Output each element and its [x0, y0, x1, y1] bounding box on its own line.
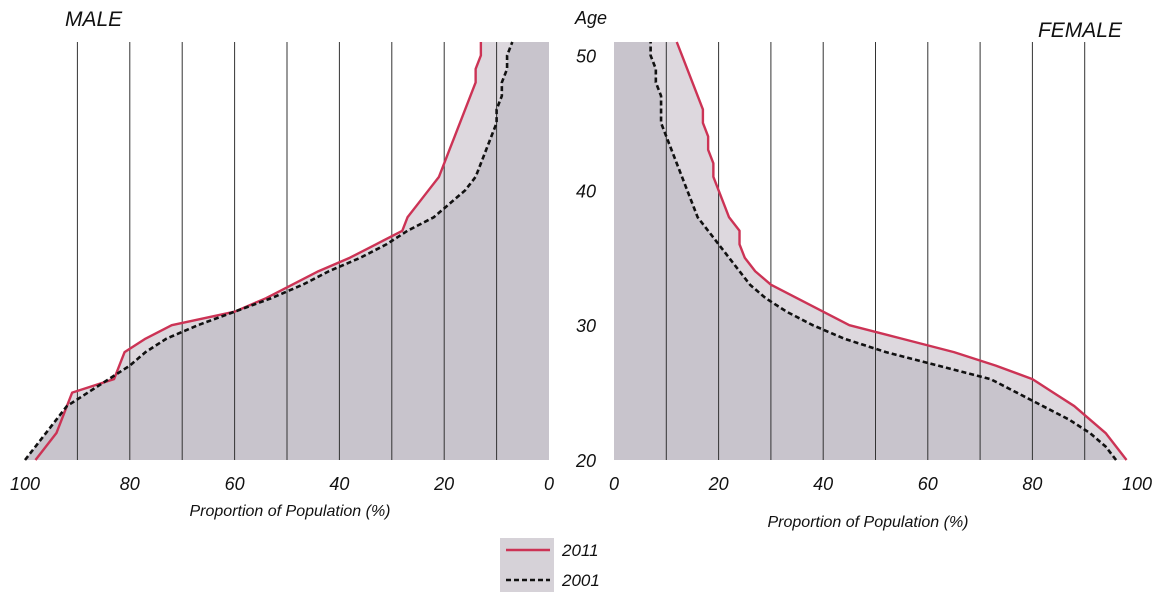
- female-panel: FEMALE Proportion of Population (%) 0 20 4…: [609, 19, 1152, 531]
- age-tick-label: 20: [575, 451, 596, 471]
- male-panel-title: MALE: [65, 8, 123, 31]
- age-axis-title: Age: [574, 8, 607, 28]
- male-x-tick-label: 0: [544, 474, 554, 494]
- female-x-tick-label: 0: [609, 474, 619, 494]
- legend-label-2001: 2001: [561, 571, 600, 590]
- age-tick-label: 50: [576, 46, 596, 66]
- male-x-tick-label: 40: [329, 474, 349, 494]
- male-x-tick-label: 60: [225, 474, 245, 494]
- female-area-2001: [614, 42, 1117, 460]
- female-x-tick-label: 40: [813, 474, 833, 494]
- male-x-axis-title: Proportion of Population (%): [190, 503, 391, 520]
- female-series-2001-line: [649, 42, 1118, 461]
- female-x-tick-label: 20: [708, 474, 729, 494]
- male-x-tick-label: 80: [120, 474, 140, 494]
- female-x-tick-label: 60: [918, 474, 938, 494]
- female-panel-title: FEMALE: [1038, 19, 1123, 42]
- age-tick-label: 30: [576, 316, 596, 336]
- male-series-2011-line: [34, 42, 483, 461]
- male-area-2001: [25, 42, 549, 460]
- legend-label-2011: 2011: [561, 541, 599, 560]
- age-tick-label: 40: [576, 181, 596, 201]
- female-x-tick-label: 80: [1022, 474, 1042, 494]
- age-axis: Age 20 30 40 50: [574, 8, 607, 471]
- male-x-tick-label: 100: [10, 474, 40, 494]
- male-series-2001-line: [23, 41, 514, 461]
- male-panel: MALE Proportion of Population (%) 100 80 6…: [10, 8, 554, 520]
- female-x-axis-title: Proportion of Population (%): [768, 514, 969, 531]
- legend: 2011 2001: [500, 538, 600, 592]
- female-series-2011-line: [675, 41, 1128, 461]
- legend-swatch-area: [500, 538, 554, 592]
- female-x-tick-label: 100: [1122, 474, 1152, 494]
- male-x-tick-label: 20: [433, 474, 454, 494]
